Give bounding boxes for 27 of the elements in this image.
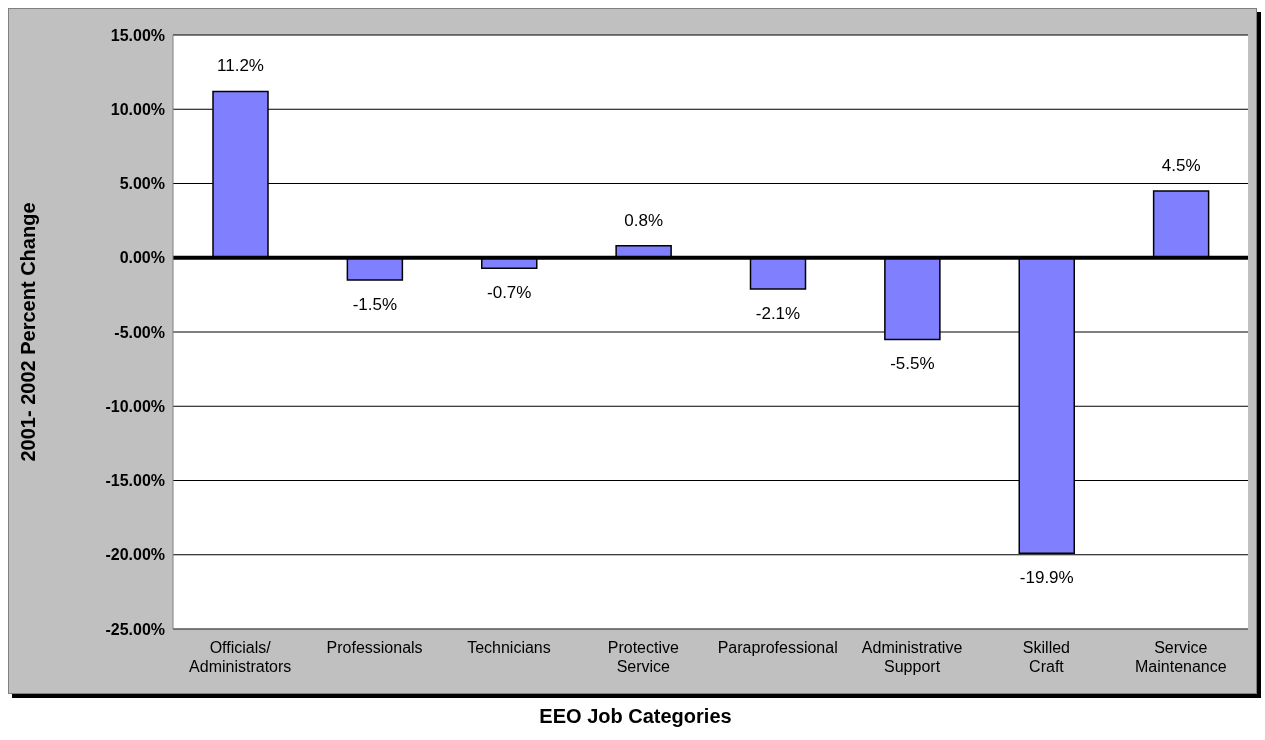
- x-tick-label: Officials/ Administrators: [189, 639, 292, 675]
- y-tick-label: -20.00%: [105, 546, 165, 564]
- x-tick-label: Service Maintenance: [1135, 639, 1227, 675]
- data-label: -2.1%: [755, 303, 801, 323]
- data-label: 0.8%: [624, 210, 663, 230]
- data-label: -19.9%: [1019, 568, 1074, 588]
- x-tick-label: Protective Service: [607, 639, 679, 675]
- y-tick-label: -5.00%: [114, 323, 165, 341]
- data-label: -0.7%: [487, 283, 532, 303]
- y-tick-label: 10.00%: [110, 100, 165, 118]
- y-tick-label: -10.00%: [105, 397, 165, 415]
- x-tick-label: Skilled Craft: [1022, 639, 1071, 675]
- y-tick-label: 5.00%: [119, 175, 165, 193]
- x-tick-label: Paraprofessional: [717, 639, 838, 656]
- y-tick-label: -15.00%: [105, 472, 165, 490]
- x-tick-label: Technicians: [467, 639, 551, 656]
- data-label: 11.2%: [217, 56, 264, 76]
- data-label: 4.5%: [1161, 155, 1201, 175]
- x-tick-label: Professionals: [326, 639, 423, 656]
- y-tick-label: 0.00%: [119, 249, 165, 267]
- y-tick-label: -25.00%: [105, 620, 165, 638]
- y-axis-title: 2001- 2002 Percent Change: [17, 202, 40, 462]
- data-label: -5.5%: [890, 354, 935, 374]
- x-axis-title: EEO Job Categories: [538, 705, 733, 728]
- data-label: -1.5%: [352, 295, 398, 315]
- x-tick-label: Administrative Support: [861, 639, 963, 675]
- y-tick-label: 15.00%: [110, 26, 165, 44]
